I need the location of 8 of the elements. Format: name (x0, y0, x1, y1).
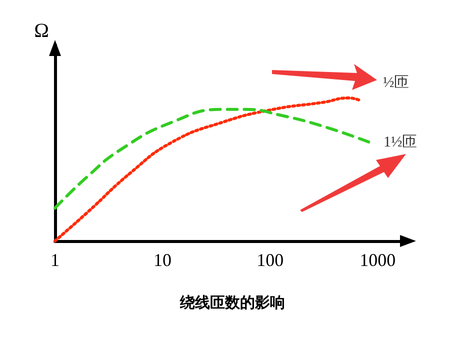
series-label: ½匝 (382, 74, 410, 91)
x-tick-label: 1 (50, 250, 60, 270)
series-label: 1½匝 (383, 134, 418, 150)
x-tick-label: 10 (154, 250, 172, 270)
x-axis-title: 绕线匝数的影响 (179, 294, 285, 312)
x-tick-label: 100 (256, 250, 284, 270)
y-axis-title: Ω (34, 20, 49, 42)
x-tick-label: 1000 (360, 250, 396, 270)
